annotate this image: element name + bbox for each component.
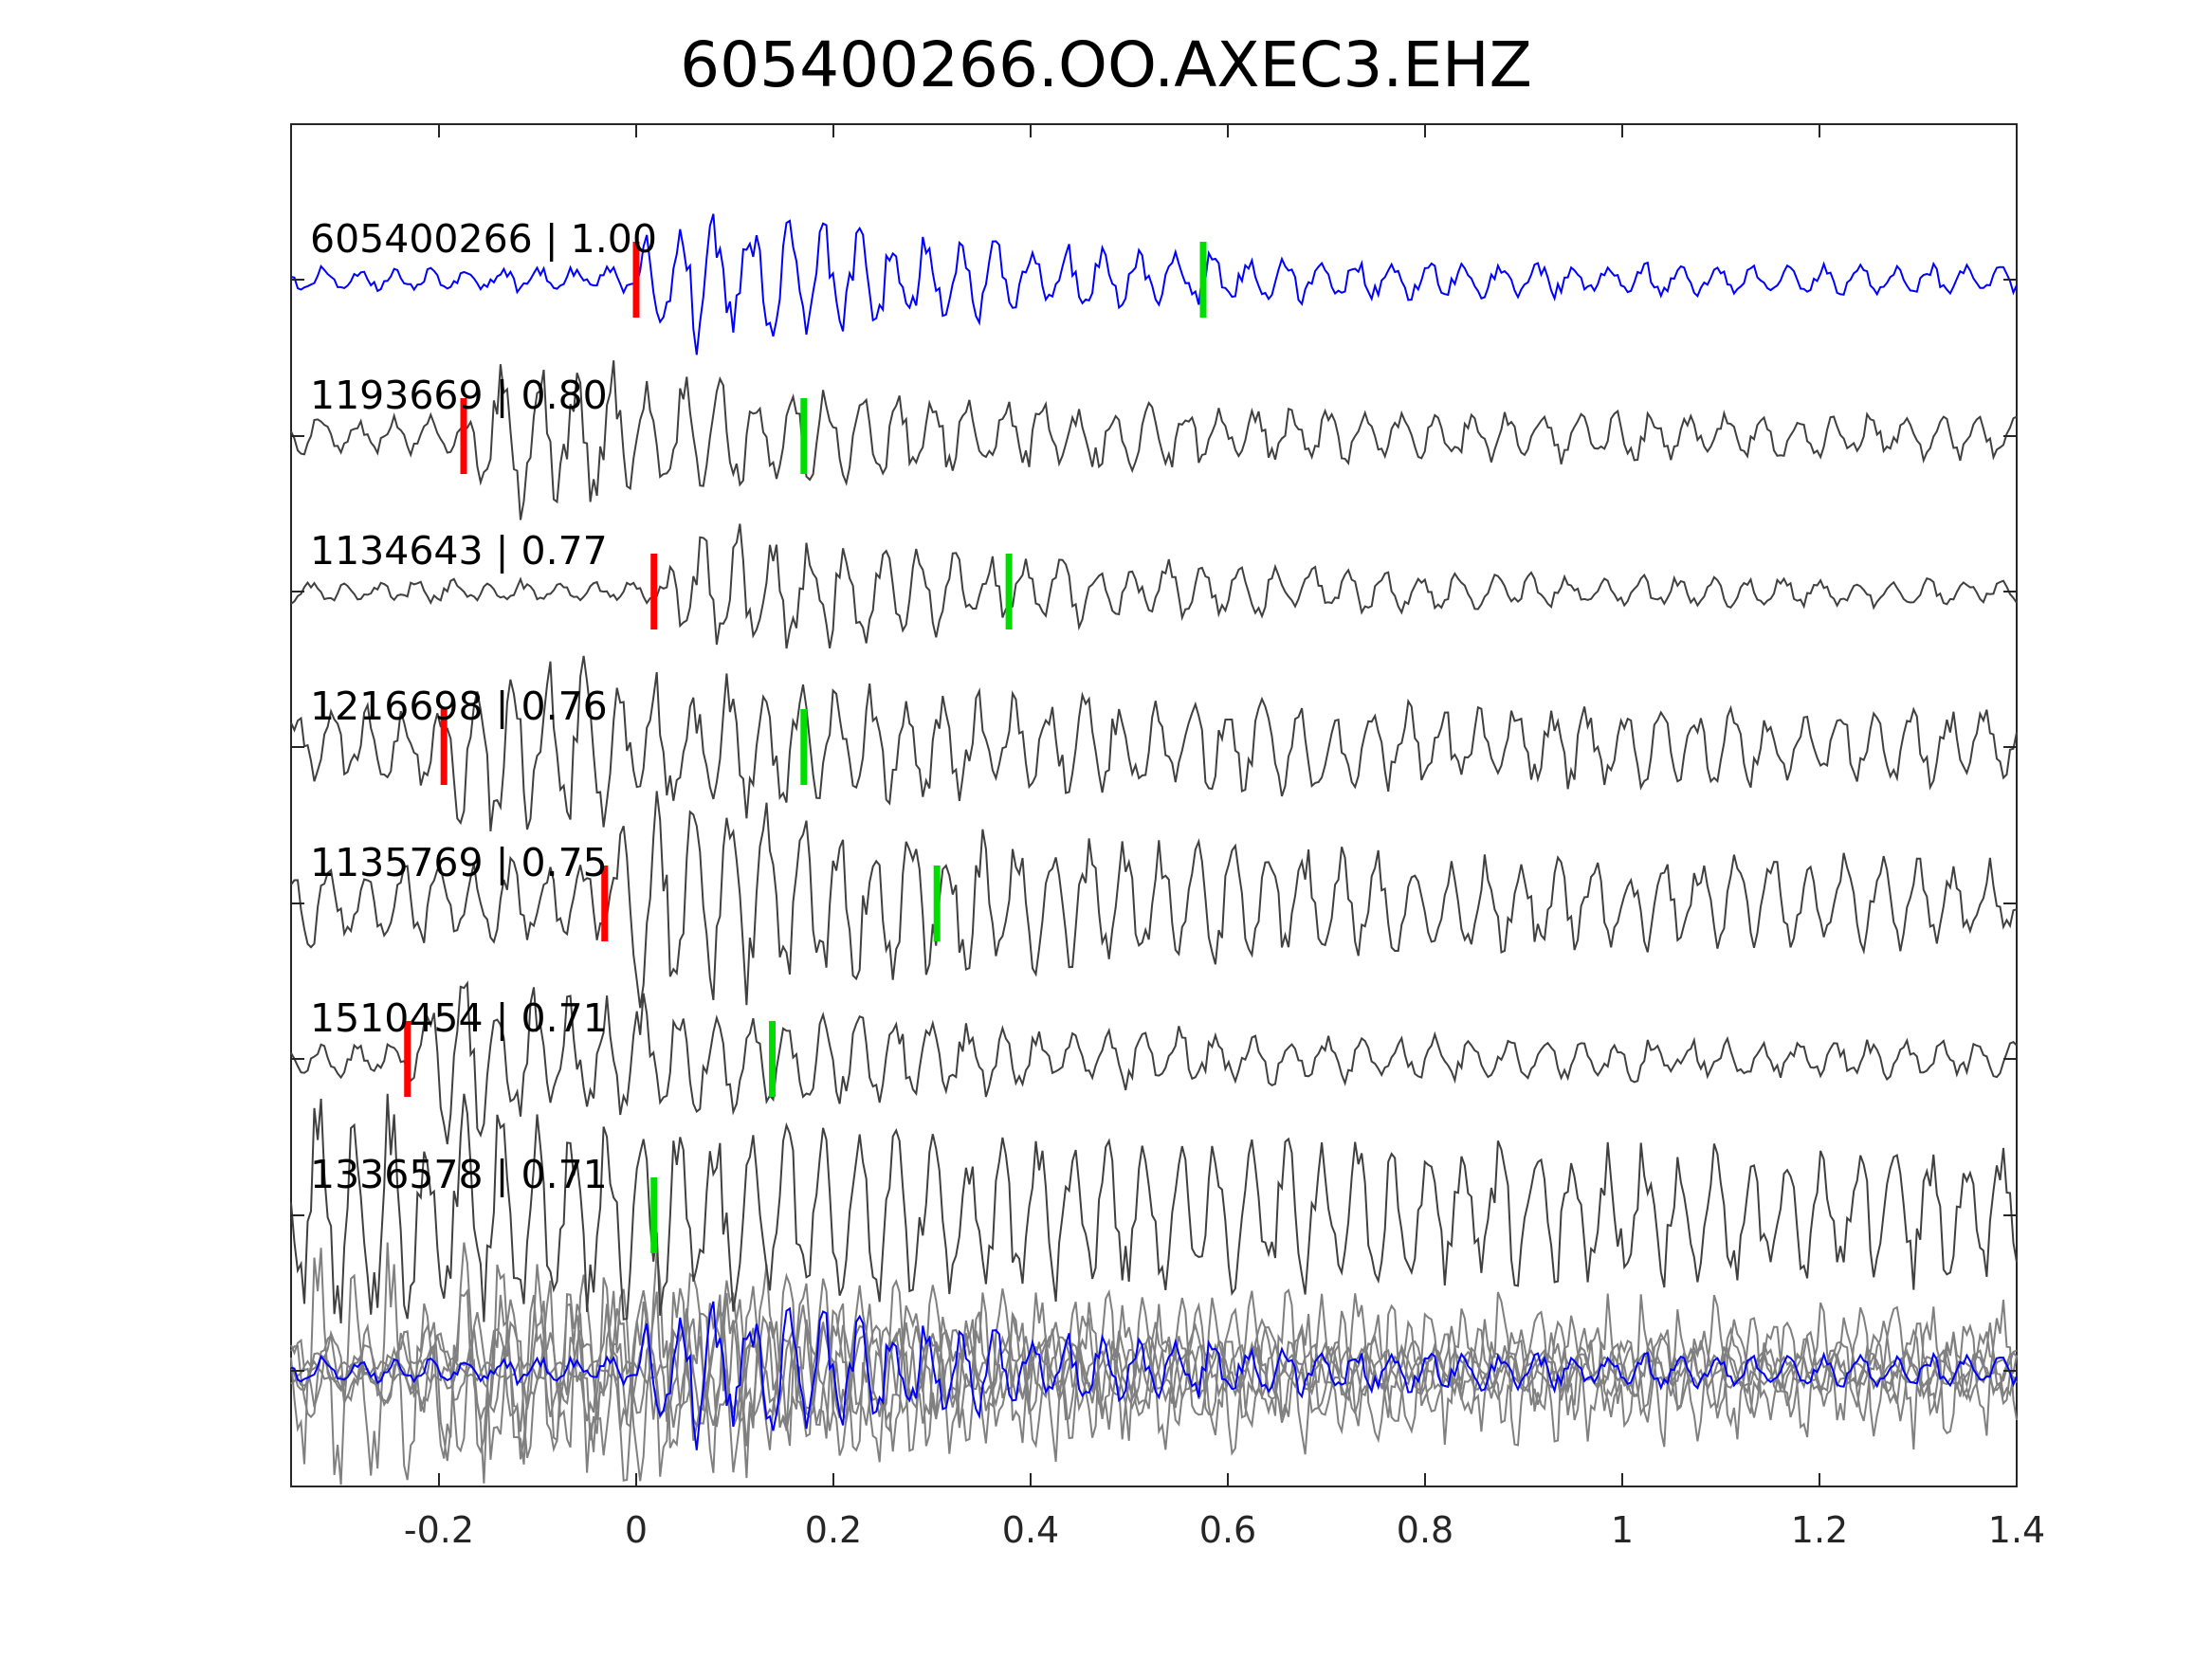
x-tick-label: -0.2: [404, 1509, 474, 1551]
x-tick-label: 1.4: [1988, 1509, 2045, 1551]
waveform-trace: [290, 213, 2018, 356]
chart-title: 605400266.OO.AXEC3.EHZ: [680, 28, 1532, 101]
x-axis-ticks: -0.2 0 0.2 0.4 0.6 0.8 1 1.2 1.4: [291, 124, 2045, 1551]
x-tick-label: 1.2: [1791, 1509, 1848, 1551]
waveform-trace: [290, 360, 2018, 520]
x-tick-label: 0.4: [1002, 1509, 1059, 1551]
trace-label: 1134643 | 0.77: [310, 528, 608, 574]
waveform-trace: [290, 1093, 2018, 1323]
stack-overlay-trace: [290, 1242, 2018, 1486]
trace-label: 1193669 | 0.80: [310, 373, 608, 418]
x-tick-label: 0: [625, 1509, 648, 1551]
waveform-trace: [290, 523, 2018, 649]
x-tick-label: 0.8: [1397, 1509, 1453, 1551]
x-tick-label: 0.2: [805, 1509, 862, 1551]
trace-labels-layer: 605400266 | 1.00 1193669 | 0.80 1134643 | …: [310, 216, 657, 1197]
trace-label: 1135769 | 0.75: [310, 840, 608, 885]
x-tick-label: 0.6: [1199, 1509, 1256, 1551]
waveform-trace: [290, 980, 2018, 1145]
waveform-trace: [290, 791, 2018, 1009]
waveform-trace: [290, 655, 2018, 832]
trace-label: 1216698 | 0.76: [310, 684, 608, 729]
x-tick-label: 1: [1611, 1509, 1634, 1551]
trace-label: 605400266 | 1.00: [310, 216, 657, 262]
traces-layer: [290, 213, 2018, 1486]
trace-label: 1336578 | 0.71: [310, 1152, 608, 1197]
picks-layer: [404, 242, 1207, 1253]
stack-overlay-trace: [290, 1287, 2018, 1462]
stack-reference-trace: [290, 1301, 2018, 1450]
trace-label: 1510454 | 0.71: [310, 995, 608, 1041]
